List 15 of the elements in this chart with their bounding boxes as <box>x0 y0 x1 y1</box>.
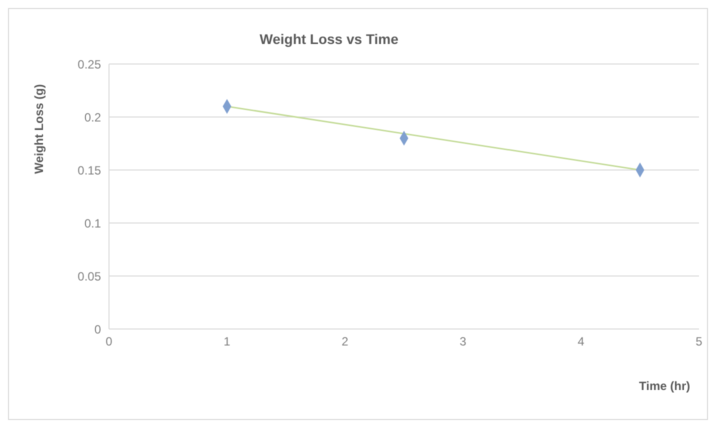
y-tick-label: 0.2 <box>84 110 102 124</box>
x-tick-label: 5 <box>696 334 703 349</box>
x-tick-label: 4 <box>578 334 585 349</box>
x-tick-label: 1 <box>224 334 231 349</box>
y-axis-title: Weight Loss (g) <box>32 84 46 174</box>
x-tick-label: 3 <box>460 334 467 349</box>
chart-title: Weight Loss vs Time <box>258 31 400 47</box>
y-tick-label: 0.05 <box>78 269 102 284</box>
x-axis-title: Time (hr) <box>639 379 690 393</box>
x-tick-label: 2 <box>342 334 349 349</box>
y-tick-label: 0.1 <box>84 216 102 230</box>
y-tick-label: 0.15 <box>78 163 102 178</box>
x-tick-label: 0 <box>106 334 113 349</box>
y-tick-label: 0.25 <box>78 57 102 72</box>
y-tick-label: 0 <box>94 322 102 336</box>
